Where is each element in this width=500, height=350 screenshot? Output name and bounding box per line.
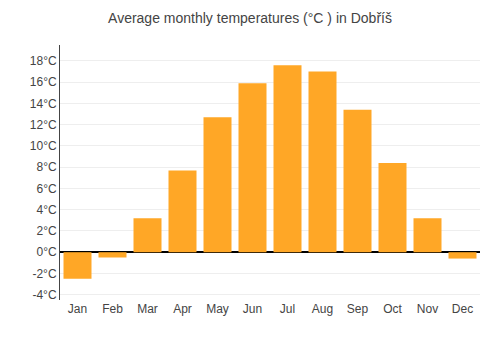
svg-text:Oct: Oct [383,302,402,316]
svg-text:6°C: 6°C [36,182,56,196]
svg-text:Jul: Jul [280,302,295,316]
svg-text:14°C: 14°C [30,97,57,111]
svg-text:Feb: Feb [102,302,123,316]
svg-text:12°C: 12°C [30,118,57,132]
svg-text:8°C: 8°C [36,160,56,174]
svg-text:May: May [206,302,229,316]
svg-text:Average monthly temperatures (: Average monthly temperatures (°C ) in Do… [108,10,392,26]
svg-text:Mar: Mar [137,302,158,316]
svg-text:Aug: Aug [312,302,333,316]
svg-text:-4°C: -4°C [32,288,56,302]
svg-text:0°C: 0°C [36,245,56,259]
svg-text:10°C: 10°C [30,139,57,153]
svg-text:16°C: 16°C [30,75,57,89]
svg-text:-2°C: -2°C [32,267,56,281]
svg-text:4°C: 4°C [36,203,56,217]
svg-text:Jun: Jun [243,302,262,316]
svg-text:Jan: Jan [68,302,87,316]
svg-text:2°C: 2°C [36,224,56,238]
svg-text:Apr: Apr [173,302,192,316]
svg-text:18°C: 18°C [30,54,57,68]
svg-text:Sep: Sep [347,302,369,316]
svg-text:Nov: Nov [417,302,438,316]
svg-text:Dec: Dec [452,302,473,316]
